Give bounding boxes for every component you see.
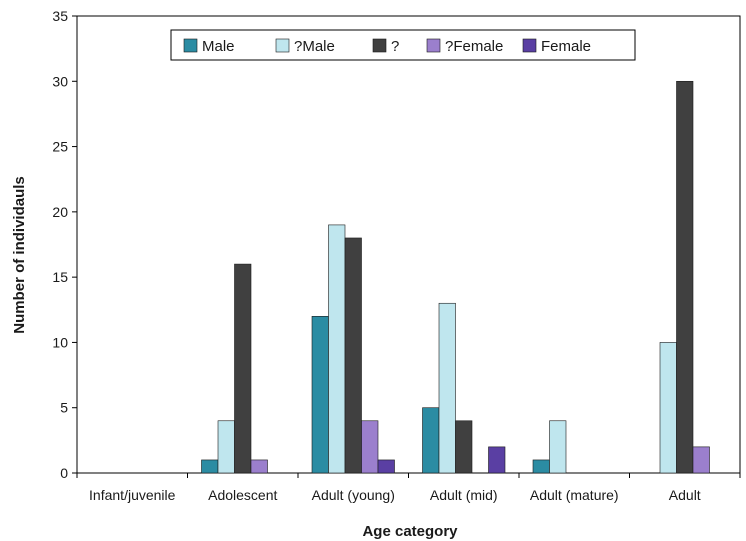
x-tick-label: Adult [669, 487, 701, 503]
y-tick-label: 20 [52, 204, 68, 220]
bar [692, 446, 710, 474]
legend-label: ? [391, 38, 399, 55]
x-tick-label: Adult (mature) [530, 487, 619, 503]
y-axis-title: Number of individauls [11, 176, 28, 334]
legend-swatch [426, 38, 441, 53]
x-tick-label: Adult (young) [312, 487, 395, 503]
legend-label: Male [202, 38, 235, 55]
bar [549, 420, 567, 474]
legend-box [170, 29, 636, 61]
legend-label: ?Female [445, 38, 503, 55]
legend-swatch [522, 38, 537, 53]
legend-label: Female [541, 38, 591, 55]
bar [659, 342, 677, 474]
y-tick-label: 10 [52, 334, 68, 350]
bar [455, 420, 473, 474]
x-axis: Infant/juvenile Adolescent Adult (young) Ad… [76, 473, 741, 503]
legend-swatch [183, 38, 198, 53]
bar [488, 446, 506, 474]
y-axis: 0 5 10 15 20 25 30 35 [52, 8, 77, 481]
bars-group [201, 80, 710, 474]
x-axis-title: Age category [362, 523, 458, 540]
bar [344, 237, 362, 474]
y-tick-label: 5 [60, 400, 68, 416]
x-tick-label: Adult (mid) [430, 487, 498, 503]
legend-swatch [275, 38, 290, 53]
x-tick-label: Adolescent [208, 487, 277, 503]
bar [217, 420, 235, 474]
bar [361, 420, 379, 474]
x-tick-label: Infant/juvenile [89, 487, 176, 503]
y-tick-label: 30 [52, 73, 68, 89]
y-tick-label: 0 [60, 465, 68, 481]
bar [234, 263, 252, 474]
plot-border [76, 15, 741, 474]
legend-label: ?Male [294, 38, 335, 55]
legend-swatch [372, 38, 387, 53]
bar [328, 224, 346, 474]
legend: Male ?Male? ?Female Female [170, 29, 636, 61]
bar [676, 80, 694, 474]
y-tick-label: 35 [52, 8, 68, 24]
bar [438, 302, 456, 474]
y-tick-label: 15 [52, 269, 68, 285]
bar [422, 407, 440, 474]
y-tick-label: 25 [52, 139, 68, 155]
bar [377, 459, 395, 474]
bar [250, 459, 268, 474]
bar [201, 459, 219, 474]
plot-area [76, 15, 741, 474]
bar [532, 459, 550, 474]
bar [311, 316, 329, 474]
